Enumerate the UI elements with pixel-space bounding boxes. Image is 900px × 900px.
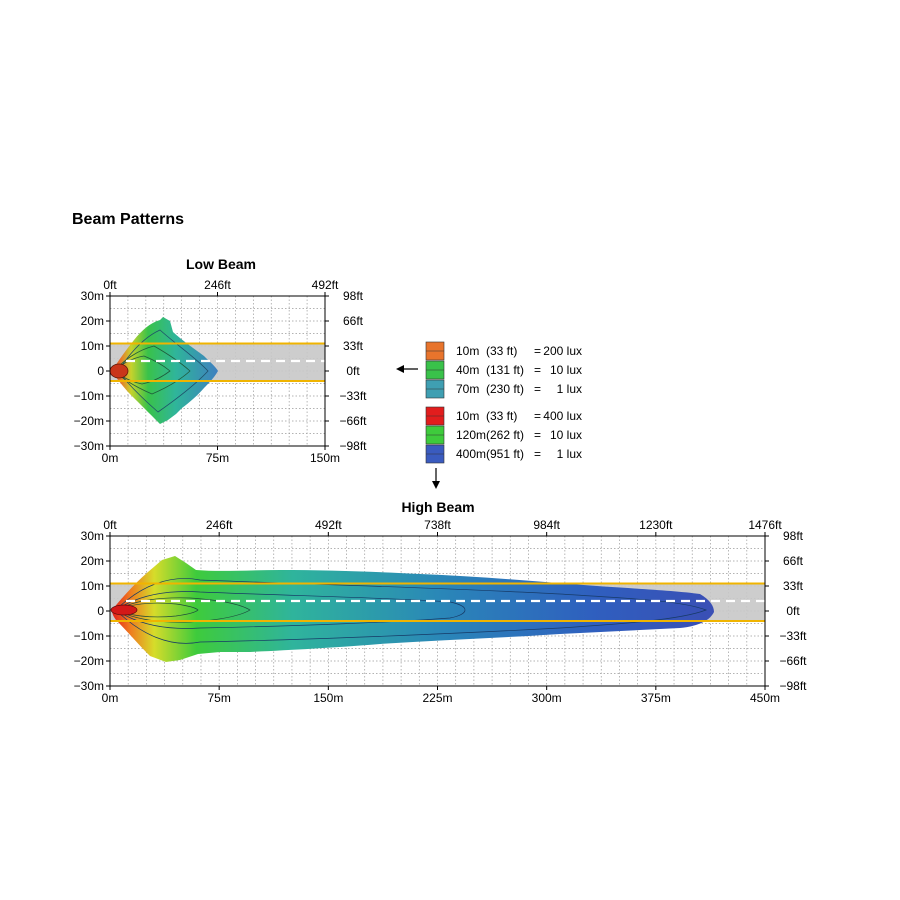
high-beam-400lux-core [110,604,138,616]
legend-distance: 40m [456,363,479,377]
legend-feet: (33 ft) [486,409,517,423]
y-tick-label-right: −98ft [779,679,807,693]
high-beam-contour-3 [115,602,199,618]
legend-lux: 1 lux [557,447,582,461]
y-tick-label-right: −66ft [779,654,807,668]
x-tick-label-bottom: 300m [532,691,562,705]
legend-sep: = [534,363,541,377]
x-tick-label-bottom: 0m [102,691,119,705]
x-tick-label-top: 738ft [424,518,451,532]
y-tick-label-left: 30m [81,289,104,303]
low-beam-contour-10lux [113,345,191,395]
low-beam-200lux-core [110,363,129,379]
x-tick-label-bottom: 375m [641,691,671,705]
high-beam-chart: High Beam 0m 75m 150m 225m 300m 375m 450m 0ft 24… [74,499,808,705]
low-beam-contour-outer [117,329,209,413]
legend-lux: 400 lux [543,409,582,423]
low-beam-chart: Low Beam 0m 75m 150m 0ft 246ft 492ft 30m 20m 10m… [74,256,368,465]
legend-item: 70m (230 ft) = 1 lux [425,379,582,399]
legend-item: 10m (33 ft) = 400 lux [425,406,582,426]
legend-lux: 200 lux [543,344,582,358]
legend-feet: (951 ft) [486,447,524,461]
legend-arrows [396,365,440,489]
legend-item: 400m (951 ft) = 1 lux [425,444,582,464]
legend-feet: (230 ft) [486,382,524,396]
y-tick-label-left: 0 [97,604,104,618]
x-tick-label-top: 984ft [533,518,560,532]
legend-item: 120m (262 ft) = 10 lux [425,425,582,445]
x-tick-label-bottom: 75m [207,691,230,705]
y-tick-label-right: 33ft [783,579,804,593]
legend-distance: 120m [456,428,486,442]
legend-sep: = [534,409,541,423]
x-tick-label-top: 1476ft [748,518,782,532]
page-title: Beam Patterns [72,211,184,228]
y-tick-label-right: 66ft [783,554,804,568]
legend-lux: 10 lux [550,363,582,377]
arrow-left-icon [396,365,404,373]
x-tick-label-bottom: 450m [750,691,780,705]
y-tick-label-left: −20m [74,414,104,428]
legend-distance: 70m [456,382,479,396]
x-tick-label-top: 492ft [315,518,342,532]
x-tick-label-top: 492ft [312,278,339,292]
x-tick-label-top: 0ft [103,278,117,292]
y-tick-label-right: 98ft [343,289,364,303]
high-beam-title: High Beam [401,499,474,515]
x-tick-label-bottom: 225m [422,691,452,705]
x-tick-label-top: 246ft [206,518,233,532]
x-tick-label-bottom: 150m [310,451,340,465]
x-tick-label-top: 246ft [204,278,231,292]
high-axis-ticks: 0m 75m 150m 225m 300m 375m 450m 0ft 246ft 492ft 73… [74,518,808,705]
y-tick-label-left: 30m [81,529,104,543]
legend-distance: 400m [456,447,486,461]
high-beam-contour-1 [115,578,707,644]
y-tick-label-left: 20m [81,314,104,328]
x-tick-label-top: 1230ft [639,518,673,532]
y-tick-label-right: 0ft [786,604,800,618]
legend-sep: = [534,382,541,396]
x-tick-label-top: 0ft [103,518,117,532]
y-tick-label-left: −30m [74,439,104,453]
y-tick-label-left: 20m [81,554,104,568]
x-tick-label-bottom: 75m [206,451,229,465]
y-tick-label-right: −33ft [339,389,367,403]
legend-lux: 1 lux [557,382,582,396]
legend-sep: = [534,428,541,442]
y-tick-label-right: 0ft [346,364,360,378]
legend-sep: = [534,344,541,358]
legend-distance: 10m [456,409,479,423]
y-tick-label-left: −30m [74,679,104,693]
y-tick-label-left: −10m [74,389,104,403]
legend-lux: 10 lux [550,428,582,442]
legend-feet: (131 ft) [486,363,524,377]
low-axis-ticks: 0m 75m 150m 0ft 246ft 492ft 30m 20m 10m 0 −10m −20m… [74,278,368,465]
y-tick-label-right: 98ft [783,529,804,543]
low-beam-title: Low Beam [186,256,256,272]
y-tick-label-left: 10m [81,339,104,353]
y-tick-label-left: 0 [97,364,104,378]
legend-item: 40m (131 ft) = 10 lux [425,360,582,380]
legend-item: 10m (33 ft) = 200 lux [425,341,582,361]
x-tick-label-bottom: 150m [313,691,343,705]
x-tick-label-bottom: 0m [102,451,119,465]
legend-feet: (262 ft) [486,428,524,442]
y-tick-label-left: −10m [74,629,104,643]
y-tick-label-right: −33ft [779,629,807,643]
high-beam-contour-2 [115,591,466,629]
y-tick-label-right: −66ft [339,414,367,428]
legend-sep: = [534,447,541,461]
arrow-down-icon [432,481,440,489]
y-tick-label-left: −20m [74,654,104,668]
legend-feet: (33 ft) [486,344,517,358]
y-tick-label-right: 33ft [343,339,364,353]
y-tick-label-left: 10m [81,579,104,593]
legend-distance: 10m [456,344,479,358]
y-tick-label-right: 66ft [343,314,364,328]
y-tick-label-right: −98ft [339,439,367,453]
